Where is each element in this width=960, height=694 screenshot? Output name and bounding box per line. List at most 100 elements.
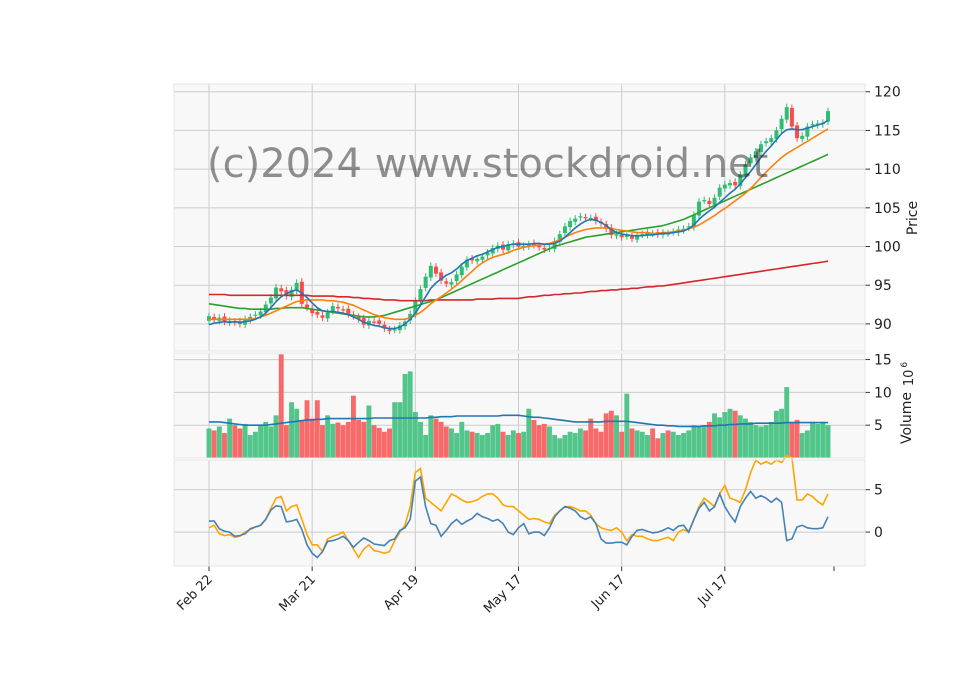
panel-frame <box>173 352 866 459</box>
volume-bar <box>639 431 645 458</box>
volume-bar <box>794 419 800 458</box>
volume-bar <box>815 423 821 458</box>
y-tick-label: 90 <box>874 317 892 333</box>
volume-bar <box>448 428 454 458</box>
y-tick-label: 5 <box>874 418 883 434</box>
candle-body <box>418 289 423 302</box>
candle-body <box>717 187 722 197</box>
volume-bar <box>433 418 439 458</box>
volume-bar <box>696 426 702 458</box>
candle-body <box>578 216 583 218</box>
volume-bar <box>418 421 423 458</box>
candle-body <box>795 125 800 139</box>
ma-mid-line <box>209 128 829 321</box>
x-tick-label: Mar 21 <box>276 572 319 615</box>
volume-bar <box>206 428 212 458</box>
candle-body <box>552 241 557 249</box>
candle-body <box>294 282 299 291</box>
watermark-text: (c)2024 www.stockdroid.net <box>207 141 768 187</box>
candle-body <box>573 218 578 222</box>
volume-bar <box>665 430 671 458</box>
candle-body <box>769 138 774 143</box>
candle-body <box>268 297 273 304</box>
volume-bar <box>516 433 521 458</box>
candle-body <box>743 164 748 176</box>
candle-body <box>423 276 428 288</box>
candle-body <box>464 259 469 268</box>
volume-bar <box>660 433 666 458</box>
volume-bar <box>712 413 717 458</box>
volume-bar <box>748 421 754 458</box>
volume-bar <box>572 433 578 458</box>
volume-bar <box>309 418 315 458</box>
volume-bar <box>423 435 429 458</box>
candle-body <box>428 265 433 278</box>
candle-body <box>480 256 485 260</box>
volume-bar <box>732 410 738 458</box>
volume-bar <box>459 421 465 458</box>
volume-bar <box>325 415 331 458</box>
candle-body <box>738 174 743 187</box>
volume-bar <box>392 402 398 458</box>
candle-body <box>784 107 789 120</box>
candle-body <box>305 304 310 308</box>
candle-body <box>433 266 438 274</box>
volume-bar <box>521 431 527 458</box>
candle-body <box>645 232 650 235</box>
volume-bar <box>412 412 418 458</box>
volume-bar <box>330 423 336 458</box>
candle-body <box>444 281 449 284</box>
volume-bar <box>825 425 831 458</box>
macd-line <box>209 475 829 559</box>
candle-body <box>372 321 377 323</box>
y-tick-label: 120 <box>874 85 901 101</box>
volume-bar <box>614 415 619 458</box>
volume-bar <box>505 435 511 458</box>
volume-bar <box>629 428 635 458</box>
candle-body <box>702 200 707 202</box>
volume-bar <box>443 426 449 458</box>
candle-body <box>346 308 351 314</box>
candle-body <box>686 226 691 228</box>
candle-body <box>753 151 758 159</box>
candle-body <box>320 315 325 318</box>
candle-body <box>800 135 805 139</box>
candle-body <box>707 200 712 204</box>
volume-scale-exponent: 6 <box>900 362 910 368</box>
volume-bar <box>222 433 227 458</box>
volume-bar <box>624 393 630 458</box>
volume-bar <box>727 408 733 458</box>
volume-bar <box>588 418 594 458</box>
candle-body <box>207 316 211 321</box>
x-tick-label: May 17 <box>481 572 525 616</box>
volume-bar <box>650 428 656 458</box>
volume-bar <box>717 417 723 458</box>
candle-body <box>289 289 294 297</box>
candle-body <box>315 311 320 315</box>
volume-bar <box>247 435 253 458</box>
candle-body <box>526 244 531 247</box>
x-tick-label: Feb 22 <box>174 572 216 614</box>
candle-body <box>439 272 444 281</box>
volume-bar <box>820 421 826 458</box>
volume-bar <box>557 438 563 458</box>
volume-bar <box>753 425 759 458</box>
candle-body <box>733 181 738 186</box>
volume-bar <box>526 408 532 458</box>
candle-body <box>805 126 810 137</box>
price-axis-label: Price <box>905 201 921 235</box>
volume-bar <box>536 425 542 458</box>
volume-bar <box>681 433 687 458</box>
y-tick-label: 5 <box>874 483 883 499</box>
candle-body <box>274 287 279 299</box>
volume-bar <box>361 421 367 458</box>
volume-bar <box>799 433 805 458</box>
volume-bar <box>227 418 233 458</box>
volume-axis-label: Volume <box>899 392 915 444</box>
volume-bar <box>454 433 460 458</box>
candle-body <box>712 197 717 205</box>
candle-body <box>490 248 495 254</box>
candle-body <box>459 266 464 276</box>
candle-body <box>330 306 335 312</box>
